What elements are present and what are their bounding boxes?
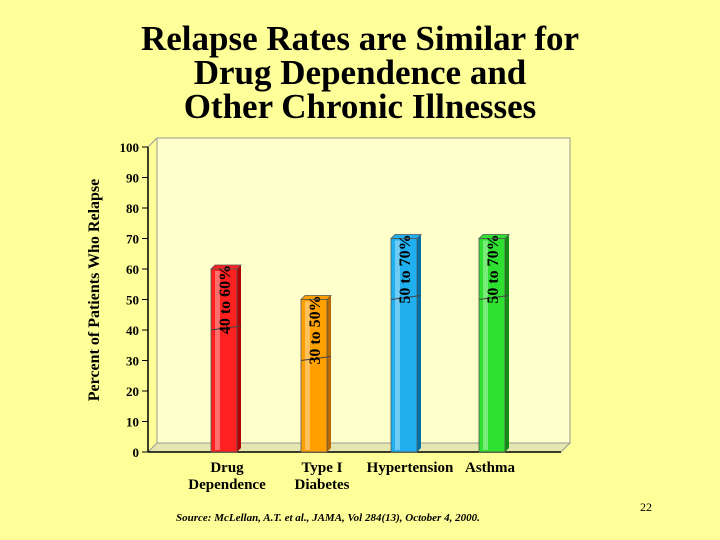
bar-highlight	[305, 301, 310, 450]
bar	[300, 299, 328, 453]
y-tick-label: 30	[126, 354, 139, 369]
bar-side-face	[327, 295, 331, 452]
y-tick-label: 100	[120, 140, 140, 155]
slide-title: Relapse Rates are Similar for Drug Depen…	[60, 19, 660, 126]
x-category-label: Diabetes	[295, 477, 350, 493]
page-number: 22	[640, 500, 652, 514]
bar-group: 30 to 50%	[300, 295, 332, 453]
x-category-label: Asthma	[465, 460, 516, 476]
bar-range-divider	[210, 325, 242, 331]
bar-group: 50 to 70%	[390, 234, 422, 453]
bar-group: 40 to 60%	[210, 264, 242, 453]
bar-range-label: 40 to 60%	[217, 265, 234, 334]
x-category-label: Type I	[302, 460, 343, 476]
bar	[478, 238, 506, 453]
y-tick-label: 80	[126, 201, 139, 216]
source-citation: Source: McLellan, A.T. et al., JAMA, Vol…	[176, 512, 480, 524]
bar	[390, 238, 418, 453]
bar-range-label: 50 to 70%	[397, 234, 414, 303]
y-tick-label: 0	[133, 445, 140, 460]
x-category-label: Hypertension	[367, 460, 454, 476]
bar-highlight	[483, 240, 488, 450]
y-axis-title: Percent of Patients Who Relapse	[86, 179, 103, 401]
bar-range-label: 50 to 70%	[485, 234, 502, 303]
bar-highlight	[215, 271, 220, 450]
title-line-1: Relapse Rates are Similar for	[140, 19, 580, 58]
bar-side-face	[237, 265, 241, 452]
bar	[210, 268, 238, 453]
bar-range-divider	[300, 356, 332, 361]
bar-side-face	[505, 234, 509, 452]
bar-highlight	[395, 240, 400, 450]
bar-range-divider	[478, 295, 510, 300]
title-line-3: Other Chronic Illnesses	[183, 87, 537, 126]
y-tick-label: 60	[126, 262, 139, 277]
plot-side-edge	[147, 137, 158, 148]
title-line-2: Drug Dependence and	[193, 53, 527, 92]
y-tick-label: 90	[126, 171, 139, 186]
bar-range-label: 30 to 50%	[307, 295, 324, 364]
y-tick-label: 20	[126, 384, 139, 399]
bar-group: 50 to 70%	[478, 234, 510, 453]
x-category-label: Dependence	[188, 477, 266, 493]
y-tick-label: 10	[126, 415, 139, 430]
y-tick-label: 50	[126, 293, 139, 308]
bar-range-divider	[390, 295, 422, 300]
y-tick-label: 40	[126, 323, 139, 338]
y-tick-label: 70	[126, 232, 139, 247]
x-category-label: Drug	[210, 460, 244, 476]
bar-side-face	[417, 234, 421, 452]
